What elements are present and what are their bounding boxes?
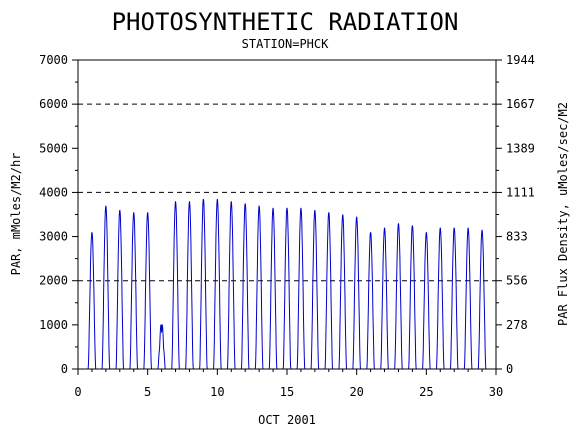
reference-lines [78, 103, 496, 282]
par-series-line [78, 198, 496, 370]
y-right-tick-label: 1944 [506, 53, 535, 67]
x-axis-ticks: 0 5 10 15 20 25 30 [74, 369, 503, 399]
y-right-tick-label: 833 [506, 230, 528, 244]
x-tick-label: 5 [144, 385, 151, 399]
y-axis-right-label: PAR Flux Density, uMoles/sec/M2 [556, 102, 570, 326]
y-left-tick-label: 4000 [39, 185, 68, 199]
y-axis-left-label: PAR, mMoles/M2/hr [9, 153, 23, 276]
x-axis-label: OCT 2001 [258, 413, 316, 427]
y-axis-left-ticks: 0 1000 2000 3000 4000 5000 6000 7000 [39, 53, 78, 376]
x-tick-label: 15 [280, 385, 294, 399]
chart-subtitle: STATION=PHCK [242, 37, 329, 51]
y-left-tick-label: 2000 [39, 274, 68, 288]
chart-title: PHOTOSYNTHETIC RADIATION [112, 8, 459, 36]
x-tick-label: 25 [419, 385, 433, 399]
x-tick-label: 10 [210, 385, 224, 399]
y-right-tick-label: 1111 [506, 185, 535, 199]
x-tick-label: 30 [489, 385, 503, 399]
y-left-tick-label: 6000 [39, 97, 68, 111]
y-left-tick-label: 7000 [39, 53, 68, 67]
x-tick-label: 20 [349, 385, 363, 399]
x-tick-label: 0 [74, 385, 81, 399]
y-right-tick-label: 278 [506, 318, 528, 332]
y-right-tick-label: 1389 [506, 141, 535, 155]
y-right-tick-label: 556 [506, 274, 528, 288]
plot-frame [77, 59, 497, 370]
y-left-tick-label: 0 [61, 362, 68, 376]
y-left-tick-label: 1000 [39, 318, 68, 332]
y-axis-right-ticks: 0 278 556 833 1111 1389 1667 1944 [496, 53, 535, 376]
y-right-tick-label: 1667 [506, 97, 535, 111]
y-left-tick-label: 5000 [39, 141, 68, 155]
y-left-tick-label: 3000 [39, 230, 68, 244]
y-right-tick-label: 0 [506, 362, 513, 376]
